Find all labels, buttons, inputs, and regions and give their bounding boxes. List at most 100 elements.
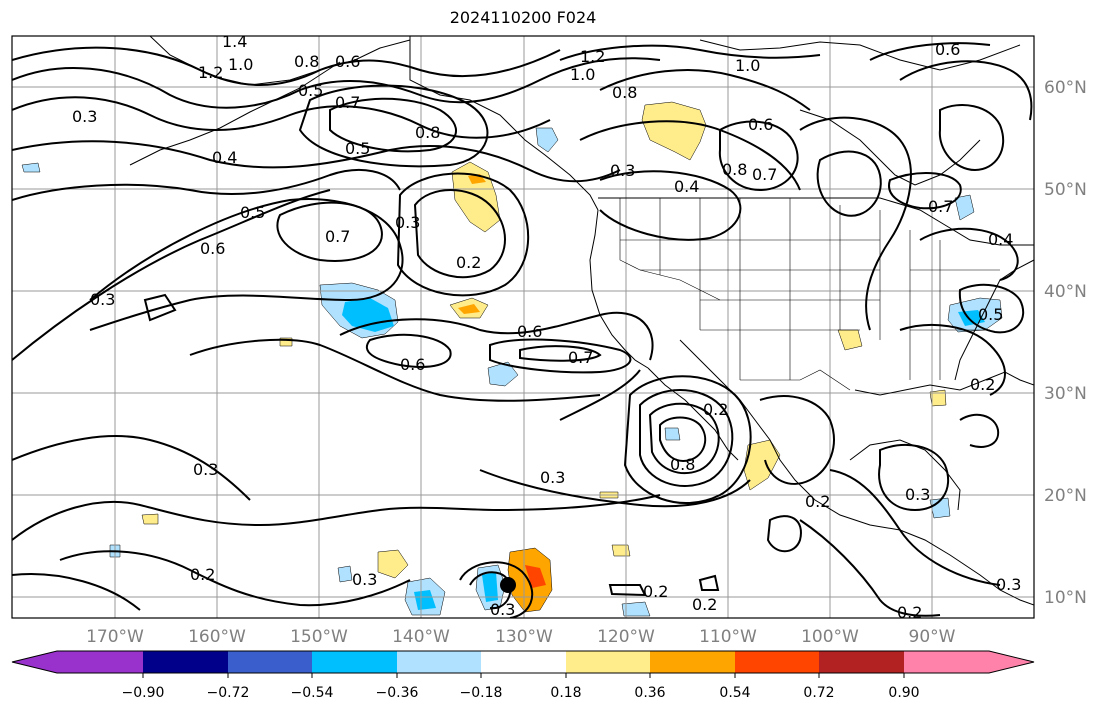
contour-label: 1.2 (580, 47, 605, 66)
contour-label: 1.0 (228, 55, 253, 74)
colorbar: −0.90 −0.72 −0.54 −0.36 −0.18 0.18 0.36 … (11, 650, 1035, 701)
contour-label: 0.4 (674, 177, 699, 196)
latitude-labels: 60°N 50°N 40°N 30°N 20°N 10°N (1044, 78, 1087, 608)
lat-label-40n: 40°N (1044, 282, 1087, 302)
contour-line (89, 198, 404, 331)
lon-label-120w: 120°W (597, 627, 655, 647)
contour-label: 0.6 (400, 355, 425, 374)
colorbar-segment (228, 651, 313, 673)
anomaly-patch (342, 298, 394, 332)
colorbar-tick: −0.36 (376, 685, 419, 701)
contour-line (276, 201, 383, 262)
colorbar-segment (819, 651, 905, 673)
contour-line (718, 120, 799, 192)
contour-line (12, 573, 141, 611)
map-plot-area (12, 36, 1034, 618)
contour-line (12, 46, 561, 86)
contour-line (12, 140, 621, 183)
lon-label-160w: 160°W (188, 627, 246, 647)
map-title: 2024110200 F024 (449, 8, 597, 27)
contour-label: 0.8 (415, 123, 440, 142)
colorbar-segment (566, 651, 651, 673)
contour-label: 0.6 (748, 115, 773, 134)
contour-line (958, 283, 1025, 334)
colorbar-tick: 0.18 (550, 685, 581, 701)
contour-label: 0.6 (517, 322, 542, 341)
colorbar-segment (904, 651, 990, 673)
colorbar-segment (650, 651, 736, 673)
baja-california (647, 367, 739, 461)
contour-line (329, 97, 457, 153)
contour-line (919, 227, 1019, 281)
colorbar-segment (989, 651, 1034, 673)
anomaly-fill-layer (21, 101, 1003, 617)
colorbar-tick: −0.72 (207, 685, 250, 701)
contour-label: 0.4 (988, 230, 1013, 249)
contour-line (869, 42, 991, 61)
contour-label: 0.2 (456, 253, 481, 272)
contour-label: 1.0 (735, 56, 760, 75)
alaska-coast (409, 36, 599, 211)
contour-line (888, 172, 962, 210)
colorbar-segment (57, 651, 143, 673)
contour-line (659, 416, 707, 462)
contour-label: 0.8 (294, 52, 319, 71)
contour-label: 0.3 (490, 600, 515, 619)
lat-label-30n: 30°N (1044, 384, 1087, 404)
contour-line (599, 69, 811, 111)
contour-line (59, 550, 411, 607)
contour-line (12, 435, 251, 501)
anomaly-patch (641, 101, 707, 161)
colorbar-tick: 0.72 (803, 685, 834, 701)
contour-label: 0.3 (72, 107, 97, 126)
contour-label: 0.3 (996, 575, 1021, 594)
coastlines (129, 36, 1034, 606)
anomaly-patch (621, 601, 651, 617)
contour-line (816, 150, 882, 217)
anomaly-patch (21, 162, 41, 173)
contour-line (899, 324, 1006, 396)
contour-label: 0.2 (703, 400, 728, 419)
contour-line (959, 413, 1000, 448)
canada-border (598, 197, 1034, 246)
lon-label-130w: 130°W (495, 627, 553, 647)
contour-label: 0.3 (395, 213, 420, 232)
lon-label-100w: 100°W (801, 627, 859, 647)
contour-label: 0.2 (897, 603, 922, 622)
aleutian-chain (129, 61, 341, 166)
contour-label: 1.2 (198, 63, 223, 82)
contour-label: 0.3 (193, 460, 218, 479)
contour-label: 0.3 (610, 161, 635, 180)
contour-label: 0.7 (325, 227, 350, 246)
contour-line (938, 104, 1005, 172)
colorbar-segment (12, 651, 57, 673)
contour-label: 0.3 (540, 468, 565, 487)
contour-line (799, 116, 912, 331)
contour-line (698, 574, 720, 591)
contour-line (12, 57, 661, 109)
contour-label: 0.2 (970, 375, 995, 394)
contour-line (459, 561, 534, 618)
contour-line (608, 584, 647, 597)
contour-label: 0.8 (612, 83, 637, 102)
colorbar-tick: −0.54 (291, 685, 334, 701)
contour-label: 0.2 (692, 595, 717, 614)
anomaly-patch (487, 361, 519, 387)
contour-label: 0.5 (345, 139, 370, 158)
anomaly-patch (664, 427, 681, 441)
colorbar-segment (143, 651, 229, 673)
colorbar-tick: −0.18 (460, 685, 503, 701)
lat-label-50n: 50°N (1044, 180, 1087, 200)
contour-line (12, 189, 331, 361)
contour-line (365, 333, 452, 368)
lon-label-90w: 90°W (909, 627, 956, 647)
contour-line (799, 519, 941, 617)
colorbar-segment (312, 651, 398, 673)
lon-label-140w: 140°W (392, 627, 450, 647)
contour-line (759, 395, 835, 485)
contour-line (396, 172, 530, 297)
storm-center-marker (500, 577, 516, 593)
contour-label: 0.7 (928, 197, 953, 216)
canada-north-coast (699, 39, 1021, 71)
